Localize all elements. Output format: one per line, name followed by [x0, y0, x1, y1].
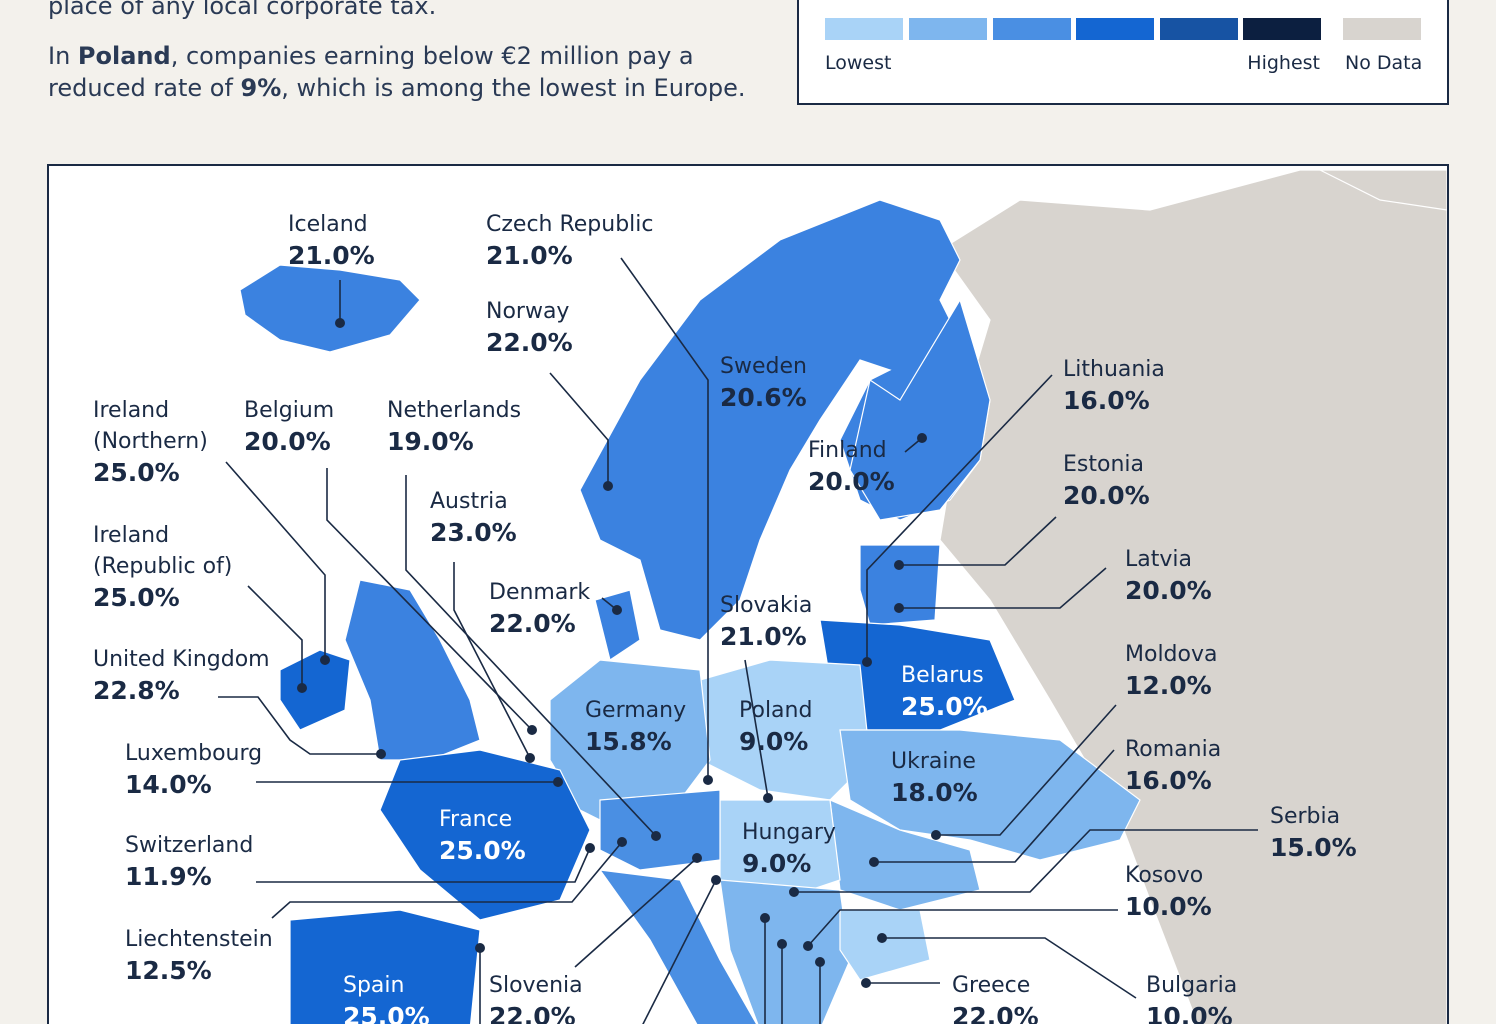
- country-rate: 20.0%: [1063, 481, 1150, 510]
- country-name: Belgium: [244, 398, 334, 423]
- country-name: Czech Republic: [486, 212, 654, 237]
- country-name: (Northern): [93, 429, 208, 454]
- country-name: Liechtenstein: [125, 927, 273, 952]
- country-name: Kosovo: [1125, 863, 1203, 888]
- country-rate: 11.9%: [125, 862, 212, 891]
- text: 9%: [241, 74, 282, 102]
- country-name: Ireland: [93, 523, 169, 548]
- country-rate: 22.0%: [952, 1002, 1039, 1024]
- country-rate: 18.0%: [891, 778, 978, 807]
- country-name: Luxembourg: [125, 741, 262, 766]
- country-name: Switzerland: [125, 833, 253, 858]
- intro-text: place of any local corporate tax.: [48, 0, 436, 20]
- country-rate: 20.0%: [244, 427, 331, 456]
- country-rate: 16.0%: [1063, 386, 1150, 415]
- country-name: Ireland: [93, 398, 169, 423]
- country-rate: 21.0%: [486, 241, 573, 270]
- country-name: Hungary: [742, 820, 836, 845]
- country-labels: Iceland 21.0% Czech Republic 21.0% Norway 22.…: [93, 212, 1357, 1024]
- country-name: Belarus: [901, 663, 984, 688]
- intro-text: In Poland, companies earning below €2 mi…: [48, 42, 694, 70]
- map: [239, 169, 1447, 1024]
- legend: Lowest Highest No Data: [797, 0, 1449, 105]
- text: , which is among the lowest in Europe.: [281, 74, 745, 102]
- country-name: Lithuania: [1063, 357, 1165, 382]
- country-rate: 20.0%: [808, 467, 895, 496]
- text: In: [48, 42, 78, 70]
- country-name: Germany: [585, 698, 686, 723]
- country-name: Serbia: [1270, 804, 1340, 829]
- country-rate: 22.0%: [486, 328, 573, 357]
- leader-lines: [218, 257, 1258, 1024]
- country-name: Denmark: [489, 580, 590, 605]
- text: reduced rate of: [48, 74, 241, 102]
- country-rate: 9.0%: [742, 849, 811, 878]
- legend-label: Lowest: [825, 52, 891, 74]
- country-rate: 14.0%: [125, 770, 212, 799]
- country-rate: 15.0%: [1270, 833, 1357, 862]
- country-rate: 10.0%: [1146, 1002, 1233, 1024]
- country-name: Bulgaria: [1146, 973, 1237, 998]
- country-name: Latvia: [1125, 547, 1192, 572]
- country-name: Spain: [343, 973, 404, 998]
- text: , companies earning below €2 million pay…: [171, 42, 694, 70]
- country-rate: 25.0%: [439, 836, 526, 865]
- country-name: Romania: [1125, 737, 1221, 762]
- country-rate: 21.0%: [720, 622, 807, 651]
- country-rate: 25.0%: [901, 692, 988, 721]
- country-rate: 15.8%: [585, 727, 672, 756]
- country-name: Finland: [808, 438, 887, 463]
- country-name: Norway: [486, 299, 569, 324]
- country-name: Sweden: [720, 354, 807, 379]
- country-name: Netherlands: [387, 398, 521, 423]
- country-name: Moldova: [1125, 642, 1217, 667]
- country-name: Slovakia: [720, 593, 812, 618]
- country-rate: 20.0%: [1125, 576, 1212, 605]
- text: Poland: [78, 42, 171, 70]
- legend-label: No Data: [1345, 52, 1422, 74]
- country-name: Ukraine: [891, 749, 976, 774]
- country-rate: 10.0%: [1125, 892, 1212, 921]
- country-rate: 25.0%: [343, 1002, 430, 1024]
- legend-label: Highest: [1247, 52, 1320, 74]
- country-name: Slovenia: [489, 973, 583, 998]
- intro-text: reduced rate of 9%, which is among the l…: [48, 74, 746, 102]
- country-rate: 16.0%: [1125, 766, 1212, 795]
- country-name: (Republic of): [93, 554, 232, 579]
- country-rate: 12.0%: [1125, 671, 1212, 700]
- country-rate: 22.8%: [93, 676, 180, 705]
- country-name: Iceland: [288, 212, 368, 237]
- country-rate: 22.0%: [489, 1002, 576, 1024]
- country-name: Poland: [739, 698, 812, 723]
- country-rate: 9.0%: [739, 727, 808, 756]
- country-name: France: [439, 807, 512, 832]
- country-rate: 21.0%: [288, 241, 375, 270]
- country-rate: 25.0%: [93, 583, 180, 612]
- country-rate: 25.0%: [93, 458, 180, 487]
- country-name: Austria: [430, 489, 508, 514]
- country-rate: 22.0%: [489, 609, 576, 638]
- country-rate: 23.0%: [430, 518, 517, 547]
- country-name: United Kingdom: [93, 647, 270, 672]
- country-rate: 19.0%: [387, 427, 474, 456]
- country-name: Greece: [952, 973, 1030, 998]
- country-rate: 20.6%: [720, 383, 807, 412]
- country-name: Estonia: [1063, 452, 1144, 477]
- country-rate: 12.5%: [125, 956, 212, 985]
